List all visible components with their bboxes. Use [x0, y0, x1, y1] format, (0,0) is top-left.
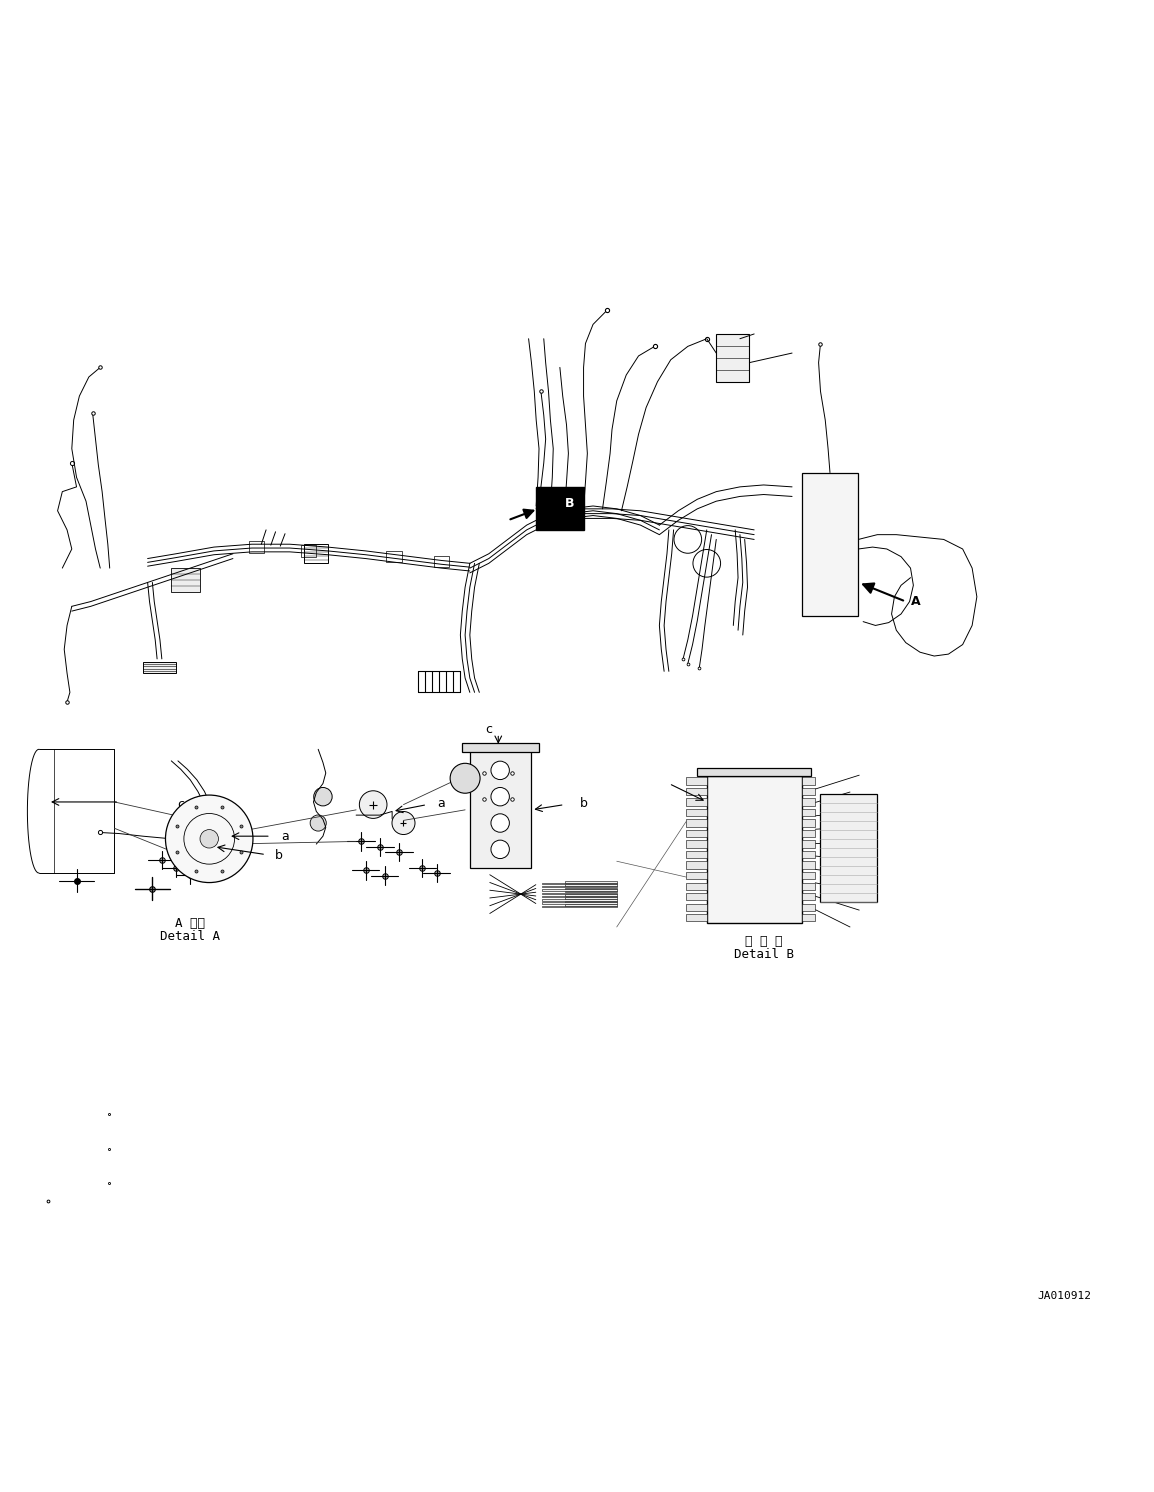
Bar	[802, 904, 816, 912]
Bar	[697, 768, 811, 776]
Bar	[304, 545, 328, 564]
Circle shape	[314, 788, 332, 806]
Bar	[685, 788, 706, 795]
Bar	[685, 883, 706, 889]
Bar	[387, 551, 402, 562]
Bar	[802, 861, 816, 868]
Text: A 詳細: A 詳細	[175, 916, 205, 930]
Text: b: b	[275, 849, 283, 862]
Text: b: b	[579, 797, 587, 810]
Bar	[802, 840, 816, 847]
Bar	[685, 798, 706, 806]
Bar	[685, 850, 706, 858]
Bar	[171, 568, 200, 592]
Bar	[802, 473, 859, 616]
Text: Detail B: Detail B	[734, 947, 794, 961]
Bar	[143, 662, 177, 673]
Bar	[434, 555, 449, 567]
Bar	[802, 809, 816, 816]
Bar	[685, 894, 706, 900]
Bar	[802, 788, 816, 795]
Text: c: c	[178, 798, 185, 812]
Bar	[301, 545, 316, 557]
Bar	[685, 840, 706, 847]
Circle shape	[490, 788, 509, 806]
Text: Detail A: Detail A	[160, 930, 220, 943]
Bar	[470, 746, 532, 868]
Circle shape	[165, 795, 253, 883]
Circle shape	[392, 812, 415, 834]
Text: 日 詳 細: 日 詳 細	[744, 935, 782, 947]
Bar	[685, 904, 706, 912]
Text: JA010912: JA010912	[1037, 1291, 1092, 1301]
Circle shape	[359, 791, 387, 819]
Bar	[802, 871, 816, 879]
Bar	[802, 777, 816, 785]
Circle shape	[200, 830, 218, 847]
Bar	[717, 334, 749, 382]
Bar	[463, 743, 539, 752]
Bar	[802, 830, 816, 837]
Circle shape	[490, 813, 509, 833]
Text: A: A	[911, 595, 920, 609]
Bar	[820, 794, 877, 903]
Circle shape	[450, 764, 480, 794]
Bar	[802, 798, 816, 806]
Circle shape	[490, 840, 509, 858]
Bar	[537, 486, 584, 530]
Bar	[685, 830, 706, 837]
Bar	[685, 915, 706, 922]
Bar	[802, 850, 816, 858]
Bar	[802, 883, 816, 889]
Bar	[706, 776, 802, 924]
Bar	[685, 819, 706, 827]
Bar	[685, 809, 706, 816]
Text: a: a	[282, 830, 288, 843]
Circle shape	[310, 815, 327, 831]
Text: B: B	[564, 497, 574, 510]
Circle shape	[490, 761, 509, 780]
Bar	[685, 777, 706, 785]
Bar	[802, 894, 816, 900]
Text: a: a	[437, 797, 445, 810]
Bar	[802, 819, 816, 827]
Bar	[249, 542, 264, 554]
Bar	[685, 871, 706, 879]
Bar	[685, 861, 706, 868]
Bar	[802, 915, 816, 922]
Text: c: c	[486, 722, 493, 736]
